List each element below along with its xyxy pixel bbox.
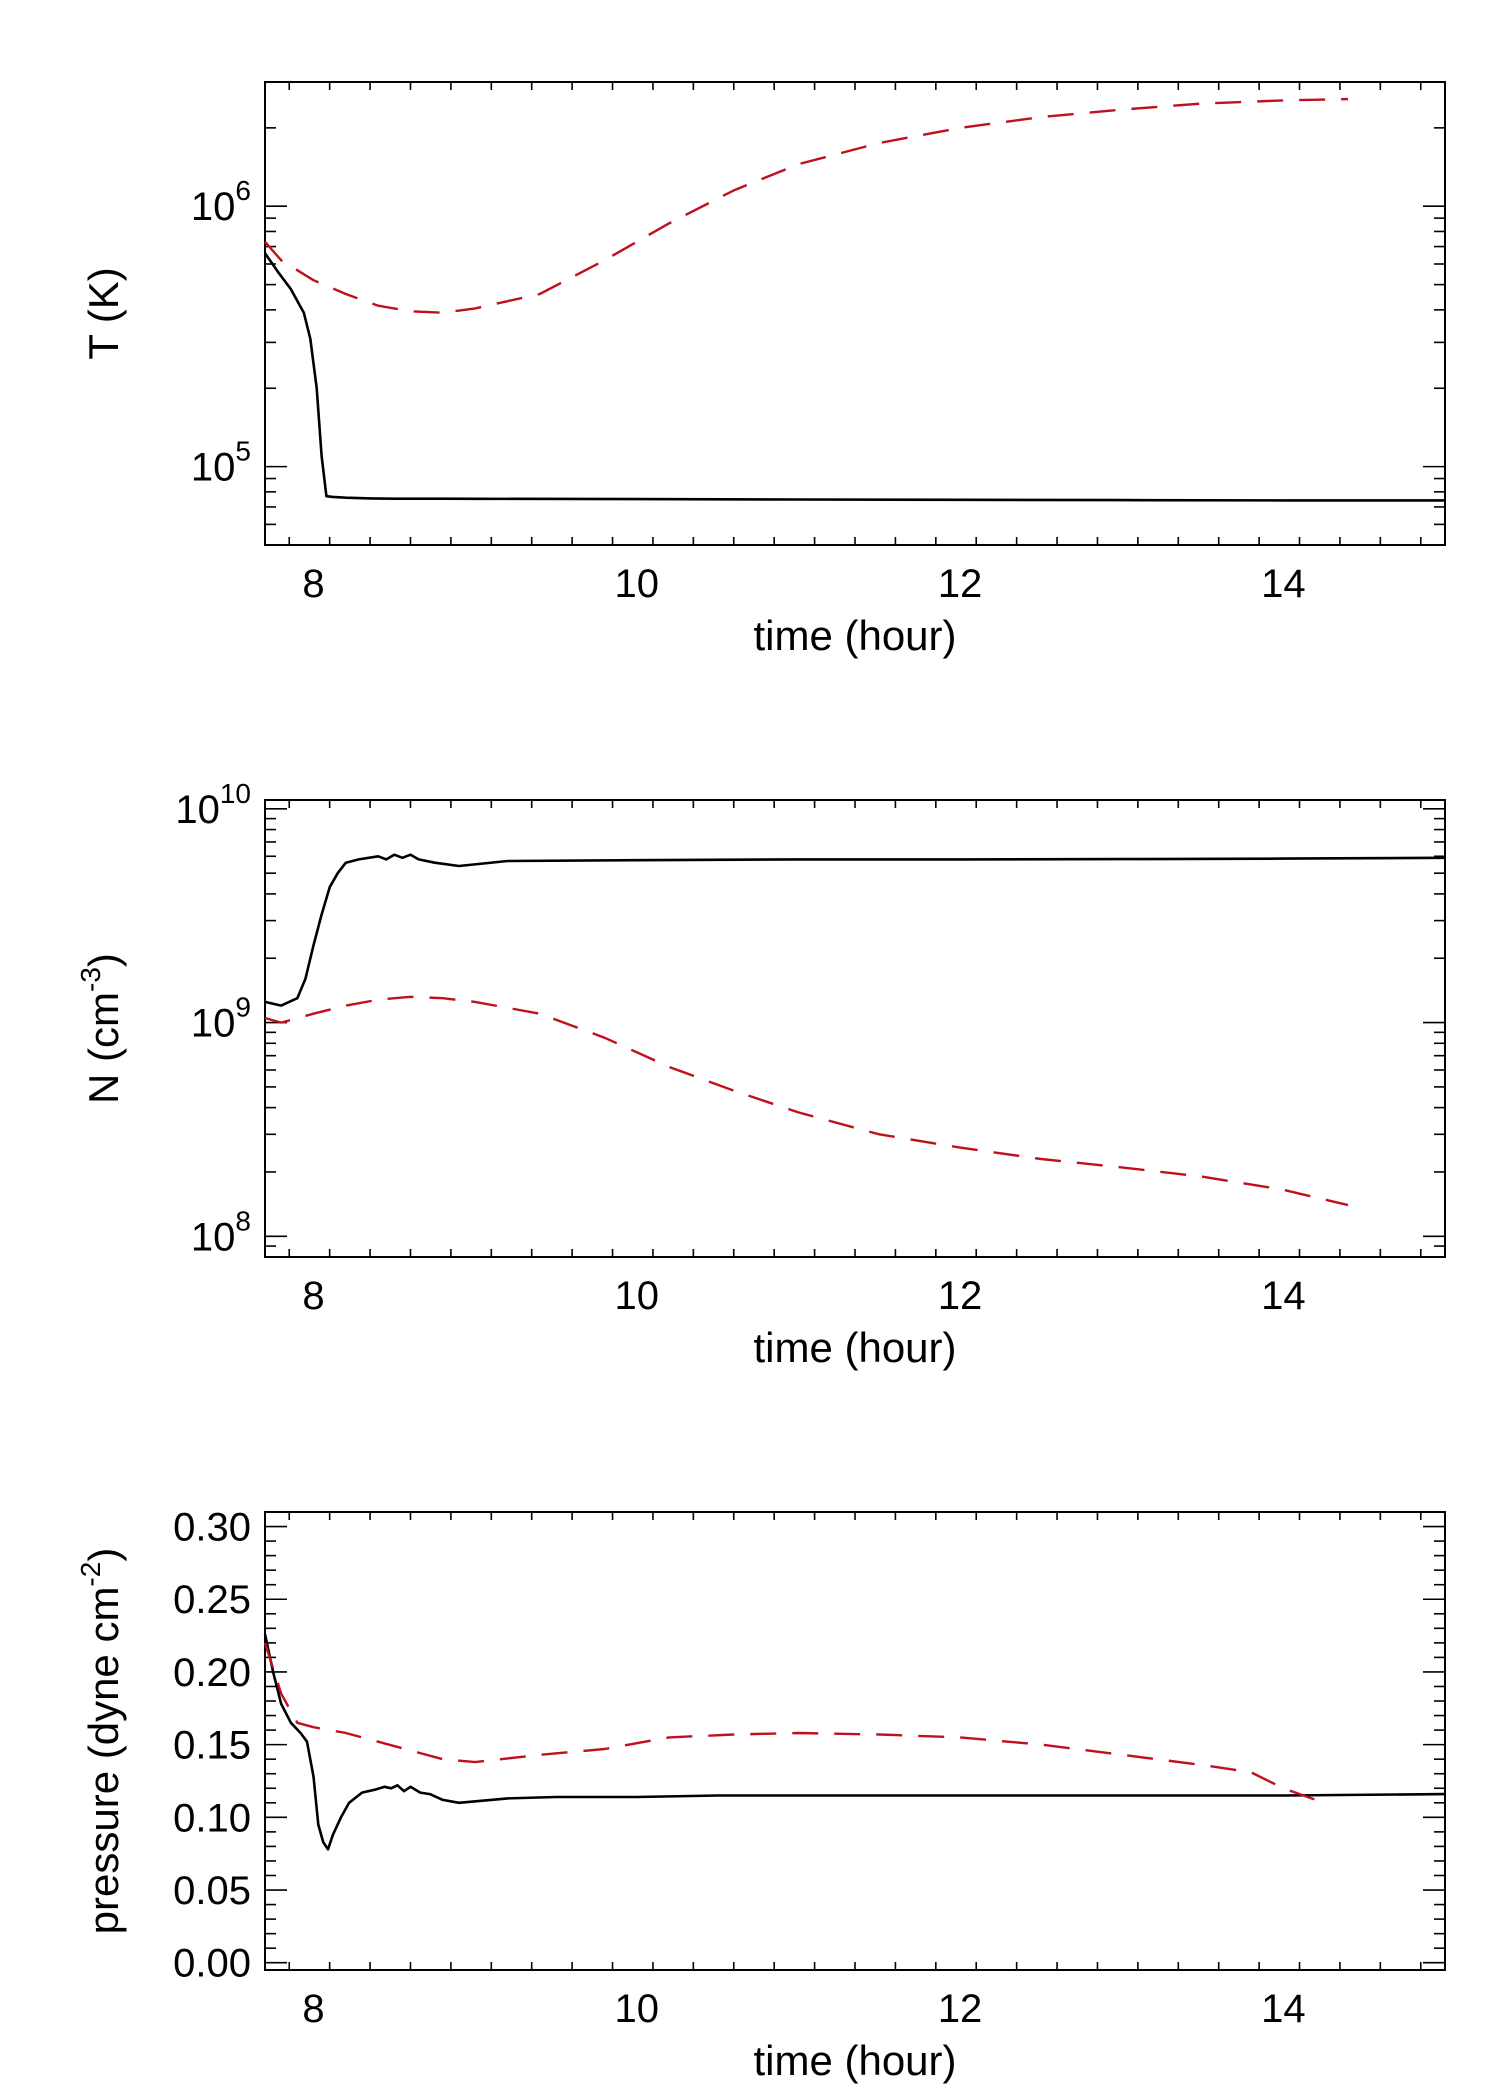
temperature-x-tick-label: 8 [302, 562, 324, 606]
density-x-tick-label: 12 [938, 1274, 983, 1318]
temperature-x-tick-label: 12 [938, 562, 983, 606]
pressure-y-tick-label: 0.30 [173, 1506, 251, 1550]
density-y-axis-title: N (cm-3) [75, 953, 127, 1104]
pressure-series-dashed-line [263, 1642, 1317, 1802]
density-y-axis-title-exponent: -3 [75, 967, 106, 992]
temperature-x-tick-label: 14 [1261, 562, 1306, 606]
pressure-y-tick-label: 0.00 [173, 1942, 251, 1986]
temperature-y-tick-label: 106 [191, 175, 251, 229]
density-y-tick-label-base: 10 [191, 1002, 236, 1046]
temperature-x-axis-title: time (hour) [753, 612, 956, 659]
density-y-tick-label: 1010 [175, 778, 251, 832]
density-y-tick-label-base: 10 [191, 1215, 236, 1259]
density-y-tick-label: 109 [191, 992, 251, 1046]
pressure-panel: 8 10 12 14 time (hour) 0.00 0.05 0.10 0.15 0.20 0.… [75, 1506, 1446, 2084]
temperature-series-dashed-line [264, 97, 1349, 314]
density-x-axis-title: time (hour) [753, 1324, 956, 1371]
density-series-dashed-line [264, 995, 1349, 1207]
pressure-x-axis-title: time (hour) [753, 2037, 956, 2084]
pressure-y-tick-label: 0.10 [173, 1796, 251, 1840]
pressure-y-tick-label: 0.15 [173, 1724, 251, 1768]
pressure-x-tick-label: 8 [302, 1987, 324, 2031]
pressure-y-tick-label: 0.20 [173, 1651, 251, 1695]
temperature-x-tick-label: 10 [615, 562, 660, 606]
temperature-plot-frame [264, 81, 1446, 546]
temperature-y-tick-label-exponent: 5 [235, 436, 251, 467]
density-y-tick-label: 108 [191, 1205, 251, 1259]
density-y-tick-label-base: 10 [175, 788, 220, 832]
pressure-y-axis-title-text: pressure (dyne cm [80, 1587, 127, 1935]
temperature-y-axis-title: T (K) [80, 267, 127, 360]
pressure-x-tick-label: 10 [615, 1987, 660, 2031]
density-y-axis-title-text: N (cm [80, 992, 127, 1104]
density-y-tick-label-exponent: 10 [220, 778, 251, 809]
density-y-axis-title-close: ) [80, 953, 127, 967]
pressure-series-solid-line [263, 1633, 1446, 1851]
temperature-y-tick-label-base: 10 [191, 446, 236, 490]
temperature-y-tick-label: 105 [191, 436, 251, 490]
pressure-x-tick-label: 12 [938, 1987, 983, 2031]
temperature-series-solid-line [263, 252, 1445, 502]
density-y-tick-label-exponent: 9 [235, 992, 251, 1023]
density-x-tick-label: 14 [1261, 1274, 1306, 1318]
density-y-tick-label-exponent: 8 [235, 1205, 251, 1236]
pressure-y-tick-label: 0.05 [173, 1869, 251, 1913]
pressure-plot-frame [264, 1511, 1446, 1971]
density-series-solid-line [264, 853, 1446, 1007]
pressure-y-axis-title: pressure (dyne cm-2) [75, 1548, 127, 1935]
density-x-tick-label: 10 [615, 1274, 660, 1318]
pressure-y-tick-label: 0.25 [173, 1578, 251, 1622]
pressure-x-tick-label: 14 [1261, 1987, 1306, 2031]
temperature-y-tick-label-exponent: 6 [235, 175, 251, 206]
temperature-y-tick-label-base: 10 [191, 185, 236, 229]
pressure-y-axis-title-exponent: -2 [75, 1562, 106, 1587]
pressure-y-axis-title-close: ) [80, 1548, 127, 1562]
density-x-tick-label: 8 [302, 1274, 324, 1318]
